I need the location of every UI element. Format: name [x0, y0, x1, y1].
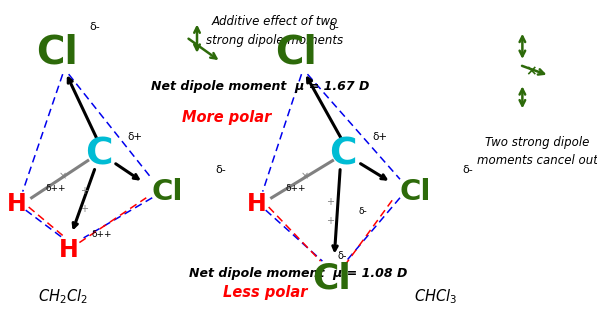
Text: More polar: More polar [182, 110, 272, 125]
Text: C: C [330, 137, 357, 172]
Text: δ+: δ+ [127, 132, 142, 142]
Text: Net dipole moment  μ = 1.08 D: Net dipole moment μ = 1.08 D [189, 267, 408, 280]
Text: δ++: δ++ [285, 184, 306, 193]
Text: moments cancel out: moments cancel out [477, 154, 597, 167]
Text: δ+: δ+ [372, 132, 387, 142]
Text: δ++: δ++ [91, 231, 112, 239]
Text: +: + [326, 216, 334, 226]
Text: Additive effect of two: Additive effect of two [211, 15, 338, 28]
Text: H: H [7, 192, 27, 216]
Text: +: + [79, 204, 88, 214]
Text: H: H [247, 192, 267, 216]
Text: Less polar: Less polar [223, 285, 308, 299]
Text: Two strong dipole: Two strong dipole [485, 136, 589, 149]
Text: ×: × [59, 171, 67, 181]
Text: ×: × [301, 171, 309, 181]
Text: δ-: δ- [337, 251, 347, 261]
Text: δ-: δ- [215, 165, 226, 175]
Text: $\mathit{CHCl_3}$: $\mathit{CHCl_3}$ [414, 287, 457, 306]
Text: Cl: Cl [152, 178, 183, 205]
Text: H: H [59, 238, 79, 262]
Text: +: + [326, 197, 334, 207]
Text: ×: × [525, 64, 537, 78]
Text: δ-: δ- [358, 207, 367, 216]
Text: Cl: Cl [275, 34, 316, 71]
Text: Cl: Cl [399, 178, 430, 205]
Text: +: + [79, 186, 88, 196]
Text: δ++: δ++ [45, 184, 66, 193]
Text: Cl: Cl [312, 261, 350, 295]
Text: $\mathit{CH_2Cl_2}$: $\mathit{CH_2Cl_2}$ [38, 287, 88, 306]
Text: δ-: δ- [328, 23, 339, 32]
Text: δ-: δ- [463, 165, 473, 175]
Text: Net dipole moment  μ = 1.67 D: Net dipole moment μ = 1.67 D [150, 80, 369, 93]
Text: strong dipole moments: strong dipole moments [206, 34, 343, 47]
Text: Cl: Cl [36, 34, 78, 71]
Text: δ-: δ- [90, 23, 100, 32]
Text: C: C [85, 137, 112, 172]
